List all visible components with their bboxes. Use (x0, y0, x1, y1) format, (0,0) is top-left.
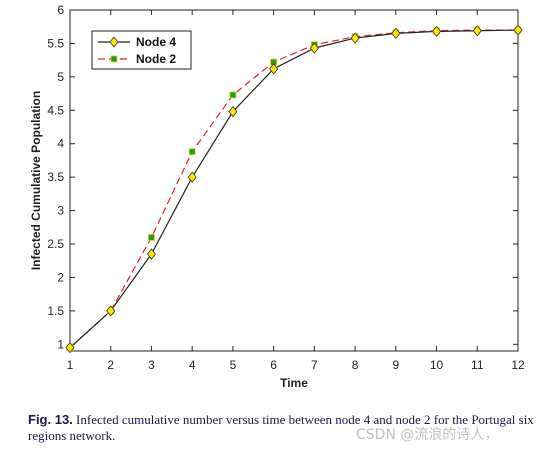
figure-caption: Fig. 13. Infected cumulative number vers… (28, 412, 548, 444)
legend-label: Node 2 (136, 52, 176, 66)
data-point-node-4 (391, 27, 401, 40)
y-tick-label: 2.5 (47, 237, 64, 251)
series-line-node-4 (69, 29, 519, 349)
x-tick-label: 9 (392, 358, 399, 372)
x-tick-label: 8 (352, 358, 359, 372)
data-point-node-4 (309, 42, 319, 54)
y-tick-label: 3 (57, 204, 64, 218)
x-tick-label: 10 (430, 358, 444, 372)
x-tick-label: 2 (107, 358, 114, 372)
y-tick-label: 2 (57, 270, 64, 284)
plot-axes: 1 2 3 4 5 6 7 8 9 10 11 1211.522.533.544.555.56Time… (29, 3, 525, 390)
x-tick-label: 1 (67, 358, 74, 372)
y-tick-label: 3.5 (47, 170, 64, 184)
y-tick-label: 4.5 (47, 103, 64, 117)
x-tick-label: 4 (189, 358, 196, 372)
data-point-node-4 (472, 25, 482, 37)
x-tick-label: 7 (311, 358, 318, 372)
x-tick-label: 6 (270, 358, 277, 372)
line-chart: 1 2 3 4 5 6 7 8 9 10 11 1211.522.533.544.555.56Time… (29, 3, 525, 390)
legend-marker (109, 36, 119, 48)
data-point-node-4 (106, 305, 116, 317)
data-point-node-4 (513, 24, 523, 36)
series-line-node-2 (69, 29, 518, 349)
data-point-node-4 (187, 171, 197, 183)
x-tick-label: 12 (511, 358, 525, 372)
x-axis-label: Time (280, 376, 308, 390)
x-tick-label: 11 (471, 358, 484, 372)
legend-box (91, 30, 192, 70)
data-point-node-4 (228, 105, 238, 118)
x-tick-label: 5 (230, 358, 237, 372)
x-tick-label: 3 (148, 358, 155, 372)
data-point-node-4 (269, 63, 279, 75)
caption-text: Infected cumulative number versus time b… (28, 412, 534, 443)
legend: Node 4 Node 2 (91, 30, 192, 70)
data-point-node-2 (229, 91, 237, 99)
data-point-node-2 (148, 233, 155, 241)
y-tick-label: 6 (57, 3, 64, 17)
legend-label: Node 4 (136, 35, 176, 49)
plot-series (65, 24, 523, 354)
y-tick-label: 5.5 (47, 36, 64, 50)
plot-frame (69, 9, 519, 352)
y-tick-label: 1.5 (47, 304, 64, 318)
caption-label: Fig. 13. (28, 412, 73, 427)
y-tick-label: 5 (57, 70, 64, 84)
y-tick-label: 1 (57, 337, 64, 351)
legend-marker (110, 55, 118, 63)
data-point-node-4 (350, 32, 360, 44)
data-point-node-2 (188, 148, 196, 156)
data-point-node-4 (65, 342, 75, 354)
data-point-node-4 (432, 25, 442, 38)
watermark: CSDN @流浪的诗人， (356, 427, 499, 443)
y-axis-label: Infected Cumulative Population (29, 91, 43, 270)
y-tick-label: 4 (57, 137, 64, 151)
data-point-node-4 (146, 248, 156, 260)
